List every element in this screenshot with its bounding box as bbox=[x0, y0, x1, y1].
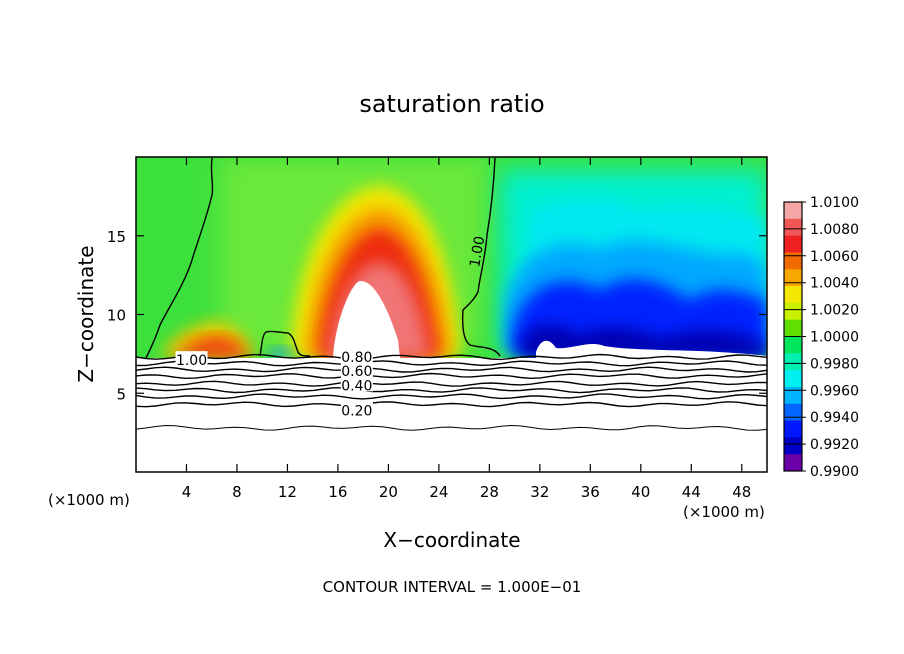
contour-line-0.60 bbox=[136, 380, 767, 387]
contour-label: 0.80 bbox=[341, 350, 372, 366]
colorbar-swatch bbox=[784, 454, 802, 472]
contour-line-0.10 bbox=[136, 424, 767, 431]
colorbar-label: 1.0040 bbox=[810, 276, 859, 292]
colorbar-swatch bbox=[784, 269, 802, 287]
x-tick-label: 12 bbox=[278, 483, 297, 501]
colorbar-swatch bbox=[784, 336, 802, 354]
colorbar-label: 1.0000 bbox=[810, 330, 859, 346]
contour-1.00-middle bbox=[259, 330, 311, 357]
contour-line-0.70 bbox=[136, 372, 767, 380]
colorbar-label: 1.0100 bbox=[810, 195, 859, 211]
contour-line-0.80 bbox=[136, 366, 767, 373]
x-tick-label: 44 bbox=[682, 483, 701, 501]
x-tick-label: 20 bbox=[379, 483, 398, 501]
x-tick-label: 4 bbox=[182, 483, 192, 501]
contour-label-bg bbox=[340, 401, 373, 417]
colorbar-swatch bbox=[784, 437, 802, 455]
colorbar-swatch bbox=[784, 218, 802, 237]
contour-line-0.50 bbox=[136, 387, 767, 394]
x-tick-label: 48 bbox=[732, 483, 751, 501]
colorbar-label: 0.9960 bbox=[810, 383, 859, 399]
x-tick-label: 36 bbox=[581, 483, 600, 501]
contour-label-bg bbox=[340, 362, 373, 378]
colorbar-label: 0.9900 bbox=[810, 464, 859, 480]
colorbar-swatch bbox=[784, 386, 802, 405]
contour-label-bg bbox=[175, 351, 208, 367]
y-tick-label: 15 bbox=[107, 228, 126, 246]
x-unit-left: (×1000 m) bbox=[48, 491, 130, 509]
contour-line-1.00 bbox=[136, 353, 767, 361]
x-axis: 4 8 12 16 20 24 28 32 36 40 44 48 bbox=[182, 157, 751, 501]
colorbar-swatch bbox=[784, 252, 802, 270]
contour-interval-note: CONTOUR INTERVAL = 1.000E−01 bbox=[323, 578, 582, 596]
colorbar: 1.0100 1.0080 1.0060 1.0040 1.0020 1.0000 0.99… bbox=[783, 195, 859, 480]
contour-line-0.20 bbox=[136, 401, 767, 408]
colorbar-swatch bbox=[784, 286, 802, 304]
colorbar-label: 0.9920 bbox=[810, 437, 859, 453]
colorbar-swatch bbox=[784, 235, 802, 253]
y-tick-label: 5 bbox=[116, 385, 126, 403]
region-saturated-core-white bbox=[333, 280, 400, 358]
colorbar-swatch bbox=[784, 420, 802, 438]
colorbar-label: 1.0020 bbox=[810, 303, 859, 319]
colorbar-swatch bbox=[784, 302, 802, 321]
colorbar-swatch bbox=[784, 353, 802, 371]
heatmap-field bbox=[136, 157, 767, 472]
contour-label: 0.60 bbox=[341, 364, 372, 380]
contour-label: 1.00 bbox=[467, 235, 488, 268]
x-tick-label: 16 bbox=[328, 483, 347, 501]
y-axis-label: Z−coordinate bbox=[74, 245, 98, 382]
colorbar-label: 0.9980 bbox=[810, 356, 859, 372]
contour-labels: 1.00 1.00 0.800.600.40 0.20 bbox=[175, 235, 488, 420]
x-tick-label: 8 bbox=[232, 483, 242, 501]
contour-label-bg bbox=[340, 376, 373, 392]
y-axis: 5 10 15 bbox=[107, 228, 767, 403]
colorbar-label: 1.0080 bbox=[810, 222, 859, 238]
x-tick-label: 28 bbox=[480, 483, 499, 501]
x-tick-label: 32 bbox=[530, 483, 549, 501]
contour-line-0.40 bbox=[136, 393, 767, 400]
contour-label: 0.40 bbox=[341, 378, 372, 394]
contour-level-lines bbox=[136, 353, 767, 431]
y-tick-label: 10 bbox=[107, 307, 126, 325]
contour-label: 0.20 bbox=[341, 404, 372, 420]
colorbar-swatch bbox=[784, 370, 802, 388]
colorbar-label: 0.9940 bbox=[810, 410, 859, 426]
contour-label-bg bbox=[340, 348, 373, 364]
x-axis-label: X−coordinate bbox=[383, 528, 520, 552]
colorbar-label: 1.0060 bbox=[810, 249, 859, 265]
colorbar-swatch bbox=[784, 403, 802, 422]
chart-title: saturation ratio bbox=[359, 90, 544, 118]
contour-label: 1.00 bbox=[176, 353, 207, 369]
x-tick-label: 24 bbox=[429, 483, 448, 501]
x-tick-label: 40 bbox=[631, 483, 650, 501]
contour-line-0.90 bbox=[136, 360, 767, 367]
region-small-blue-pocket bbox=[268, 347, 292, 358]
x-unit-right: (×1000 m) bbox=[683, 503, 765, 521]
colorbar-swatch bbox=[784, 319, 802, 337]
colorbar-swatch bbox=[784, 202, 802, 220]
contour-lines bbox=[145, 157, 501, 359]
contour-1.00-right bbox=[461, 157, 501, 357]
contour-1.00-left bbox=[145, 157, 214, 359]
